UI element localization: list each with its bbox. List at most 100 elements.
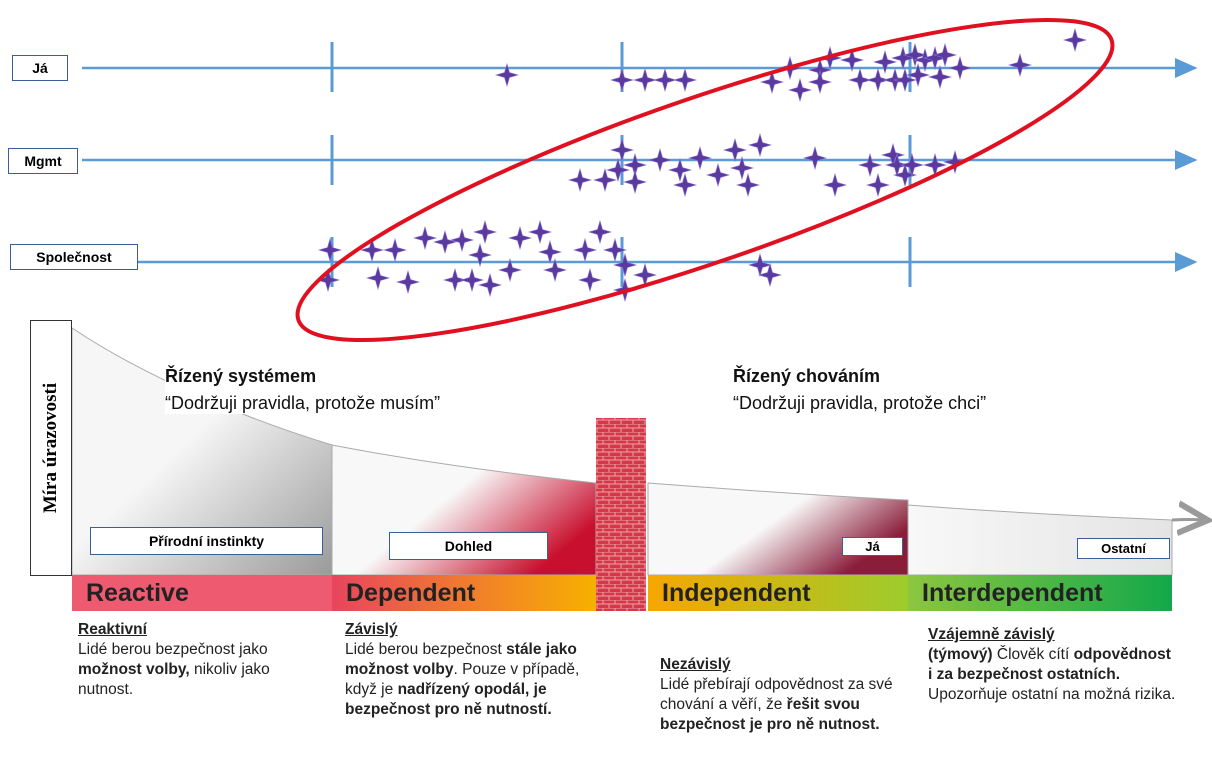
star [432,229,458,255]
brick-wall [596,418,646,611]
desc-text: nikoliv jako nutnost. [78,661,270,698]
stage-description: Reaktivní Lidé berou bezpečnost jako možn… [78,620,328,700]
stage-bar [908,575,1172,611]
desc-text: Člověk cítí [996,646,1074,663]
star [857,152,883,178]
star [602,237,628,263]
row-label: Já [12,55,68,81]
heading-title: Řízený systémem [165,366,317,386]
stage-name: Dependent [346,579,476,607]
star [865,172,891,198]
desc-text: . Pouze v případě, když je [345,661,580,698]
star [1062,27,1088,53]
star [572,237,598,263]
desc-text: možnost volby, [78,661,190,678]
star [497,257,523,283]
star [609,67,635,93]
star [449,227,475,253]
star [365,265,391,291]
desc-text: Lidé berou bezpečnost jako [78,641,268,658]
star [542,257,568,283]
star [735,172,761,198]
star [892,67,918,93]
stage-name: Independent [662,579,811,607]
star [865,67,891,93]
star [652,67,678,93]
star [687,145,713,171]
box: Dohled [389,532,548,560]
star [359,237,385,263]
desc-text: nadřízený opodál, je bezpečnost pro ně n… [345,681,552,718]
left-heading: Řízený systémem “Dodržuji pravidla, proto… [165,366,449,414]
stage-name: Interdependent [922,579,1103,607]
stage-bar [648,575,908,611]
desc-text: (týmový) [928,646,997,663]
star [622,169,648,195]
star [947,55,973,81]
desc-text: odpovědnost i za bezpečnost ostatních. [928,646,1171,683]
stage-bar [332,575,596,611]
desc-text: Lidé přebírají odpovědnost za své chován… [660,676,893,713]
stars [315,27,1088,303]
stage-description: Závislý Lidé berou bezpečnost stále jako … [345,620,595,720]
star [472,219,498,245]
star [822,172,848,198]
star [577,267,603,293]
stage-title: Nezávislý [660,656,731,673]
star [527,219,553,245]
desc-text: řešit svou bezpečnost je pro ně nutnost. [660,696,880,733]
star [872,49,898,75]
heading-title: Řízený chováním [733,366,881,386]
star [317,237,343,263]
stage-name: Reactive [86,579,189,607]
star [459,267,485,293]
star [839,47,865,73]
star [759,69,785,95]
star [567,167,593,193]
star [932,42,958,68]
star [807,69,833,95]
desc-text: Lidé berou bezpečnost [345,641,507,658]
star [747,132,773,158]
star [802,145,828,171]
star [507,225,533,251]
star [902,42,928,68]
highlight-ellipse [295,17,1115,343]
stage-title: Reaktivní [78,621,147,638]
star [612,252,638,278]
stage-description: Nezávislý Lidé přebírají odpovědnost za s… [660,655,910,735]
star [395,269,421,295]
star [647,147,673,173]
star [722,137,748,163]
star [477,272,503,298]
box: Já [842,537,903,556]
heading-quote: “Dodržuji pravidla, protože chci” [733,393,987,413]
y-axis-label-box: Míra úrazovosti [30,320,72,576]
star [587,219,613,245]
stage-title: Vzájemně závislý [928,626,1055,643]
star [757,262,783,288]
right-heading: Řízený chováním “Dodržuji pravidla, proto… [733,366,986,414]
star [787,77,813,103]
star [537,239,563,265]
star [927,64,953,90]
heading-quote: “Dodržuji pravidla, protože musím” [165,393,441,413]
star [605,157,631,183]
star [672,67,698,93]
star [592,167,618,193]
star [705,162,731,188]
star [942,149,968,175]
stage-title: Závislý [345,621,398,638]
star [494,62,520,88]
star [382,237,408,263]
star [905,62,931,88]
star [467,242,493,268]
stage-description: Vzájemně závislý (týmový) Člověk cítí odp… [928,625,1178,705]
star [847,67,873,93]
star [442,267,468,293]
row-label: Mgmt [8,148,78,174]
star [667,157,693,183]
star [1007,52,1033,78]
row-label: Společnost [10,244,138,270]
